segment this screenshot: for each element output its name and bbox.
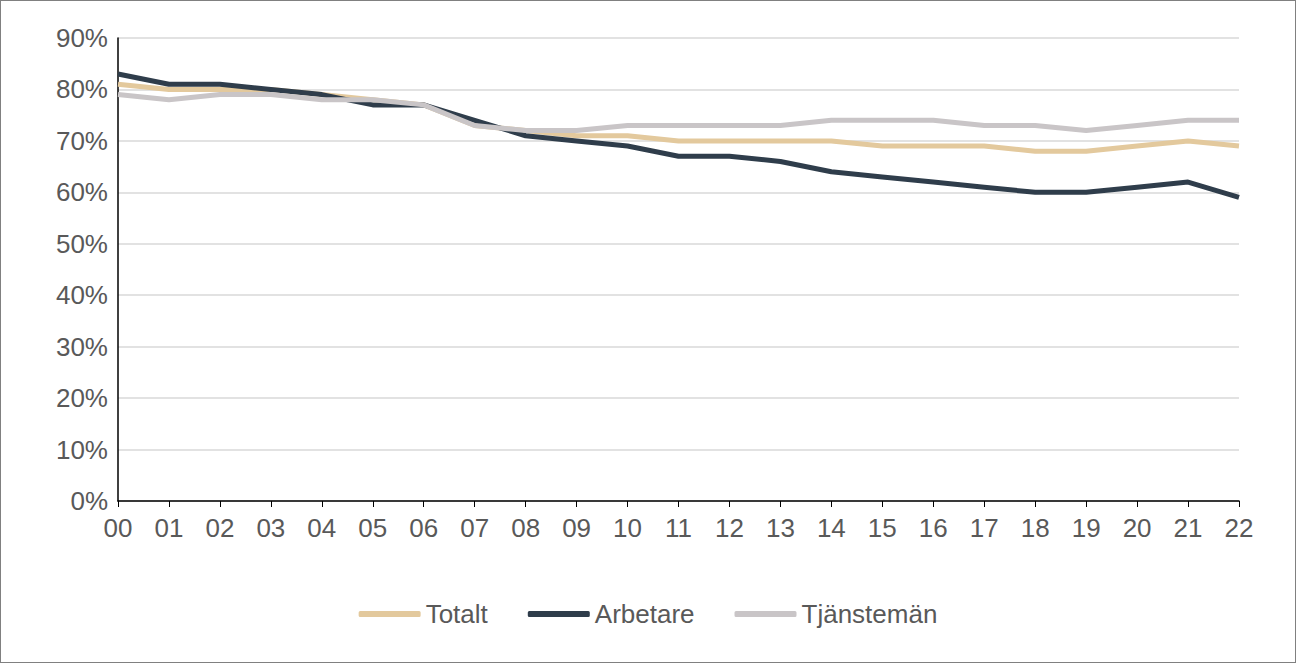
svg-text:09: 09 xyxy=(562,513,591,543)
svg-text:08: 08 xyxy=(511,513,540,543)
svg-text:40%: 40% xyxy=(56,280,108,310)
svg-text:30%: 30% xyxy=(56,332,108,362)
svg-text:07: 07 xyxy=(460,513,489,543)
svg-text:Tjänstemän: Tjänstemän xyxy=(802,599,938,629)
svg-text:12: 12 xyxy=(715,513,744,543)
svg-text:04: 04 xyxy=(307,513,336,543)
svg-text:50%: 50% xyxy=(56,229,108,259)
svg-text:0%: 0% xyxy=(70,486,108,516)
svg-text:80%: 80% xyxy=(56,74,108,104)
svg-text:Totalt: Totalt xyxy=(426,599,489,629)
svg-text:14: 14 xyxy=(817,513,846,543)
svg-text:60%: 60% xyxy=(56,177,108,207)
svg-text:20: 20 xyxy=(1123,513,1152,543)
svg-text:70%: 70% xyxy=(56,126,108,156)
svg-text:06: 06 xyxy=(409,513,438,543)
svg-text:20%: 20% xyxy=(56,383,108,413)
svg-text:10%: 10% xyxy=(56,435,108,465)
svg-text:Arbetare: Arbetare xyxy=(595,599,695,629)
svg-text:10: 10 xyxy=(613,513,642,543)
svg-text:13: 13 xyxy=(766,513,795,543)
svg-text:18: 18 xyxy=(1021,513,1050,543)
svg-text:01: 01 xyxy=(154,513,183,543)
svg-text:15: 15 xyxy=(868,513,897,543)
svg-text:21: 21 xyxy=(1174,513,1203,543)
svg-text:19: 19 xyxy=(1072,513,1101,543)
svg-text:11: 11 xyxy=(665,513,692,543)
svg-text:90%: 90% xyxy=(56,23,108,53)
svg-text:02: 02 xyxy=(205,513,234,543)
svg-text:03: 03 xyxy=(256,513,285,543)
svg-text:16: 16 xyxy=(919,513,948,543)
svg-text:17: 17 xyxy=(970,513,999,543)
svg-text:22: 22 xyxy=(1225,513,1254,543)
svg-text:00: 00 xyxy=(104,513,133,543)
svg-text:05: 05 xyxy=(358,513,387,543)
